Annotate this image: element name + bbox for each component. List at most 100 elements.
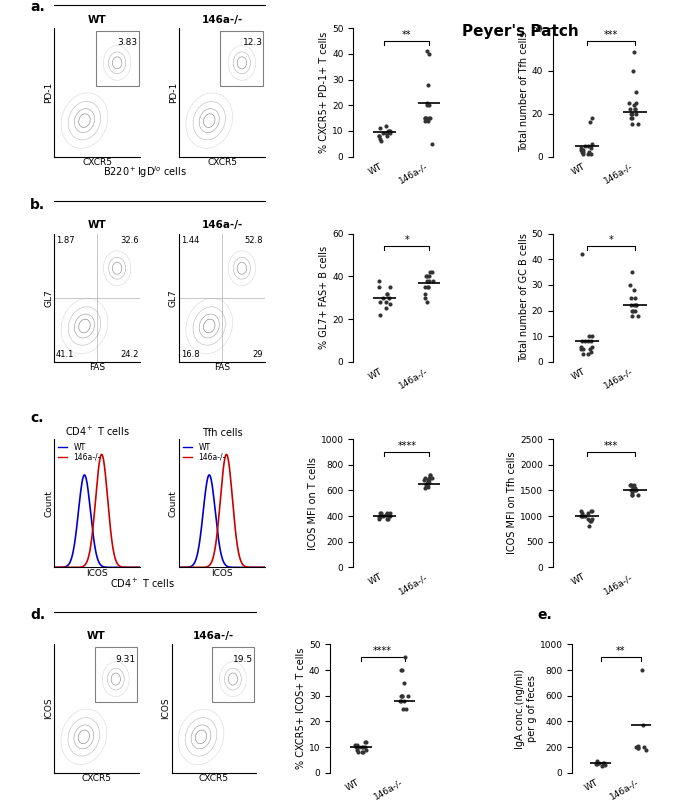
Point [582,512,593,525]
Point [423,281,434,294]
Text: d.: d. [31,609,46,622]
Point [626,112,636,125]
Point [632,741,643,754]
Point [627,107,638,120]
Y-axis label: IgA conc.(ng/ml)
per g of feces: IgA conc.(ng/ml) per g of feces [515,668,537,749]
Point [577,144,588,157]
Point [377,510,388,522]
Point [625,279,636,291]
Point [424,471,435,484]
Text: b.: b. [31,198,46,212]
X-axis label: FAS: FAS [89,363,105,373]
X-axis label: CXCR5: CXCR5 [82,158,112,167]
Point [628,479,639,492]
Point [356,745,367,758]
Point [422,275,432,287]
Text: a.: a. [31,0,45,14]
Point [576,505,587,518]
Point [384,510,394,522]
Point [373,281,384,294]
Point [424,47,435,60]
Point [423,473,434,486]
Point [628,99,639,112]
Point [600,758,611,771]
Point [628,283,639,296]
Point [427,266,438,279]
Point [428,275,439,287]
Text: ****: **** [373,646,392,656]
Point [629,45,640,58]
Point [420,471,430,484]
Point [399,650,410,663]
Point [373,130,384,142]
Point [377,291,388,304]
Point [427,138,438,151]
Point [630,481,641,494]
Point [350,738,361,751]
Point [577,335,588,348]
Point [425,469,436,481]
Point [626,299,636,312]
Point [582,348,593,361]
Point [381,287,392,300]
Legend: WT, 146a-/-: WT, 146a-/- [58,443,101,462]
Text: e.: e. [537,609,551,622]
Point [576,341,587,353]
Point [577,507,588,520]
Point [401,702,411,715]
Point [352,743,362,756]
Point [375,295,386,308]
Text: **: ** [402,30,411,39]
Point [587,341,598,353]
Point [418,473,429,486]
Y-axis label: % CXCR5+ ICOS+ T cells: % CXCR5+ ICOS+ T cells [296,648,306,770]
Title: Tfh cells: Tfh cells [202,428,243,438]
Point [630,304,641,317]
Point [577,148,588,161]
Point [375,308,386,321]
Point [422,477,432,490]
Point [575,144,586,157]
Text: 1.44: 1.44 [181,236,199,246]
Point [427,471,438,484]
Point [381,512,392,525]
Point [629,484,640,497]
Point [383,125,394,138]
Point [632,740,643,753]
Point [585,335,596,348]
Point [585,505,596,518]
Point [360,736,371,749]
Point [633,118,644,131]
Point [380,127,391,140]
Point [583,507,594,520]
Point [627,486,638,499]
Point [424,99,435,112]
Point [374,512,385,525]
Point [425,112,436,125]
Title: 146a-/-: 146a-/- [193,631,234,641]
Y-axis label: Count: Count [169,489,177,517]
Point [630,299,641,312]
Point [599,757,610,770]
Point [577,510,588,522]
Point [422,480,433,493]
Point [398,676,409,689]
Point [592,755,602,768]
Point [384,291,394,304]
Point [579,510,590,522]
Point [352,745,363,758]
Y-axis label: % GL7+ FAS+ B cells: % GL7+ FAS+ B cells [319,246,329,349]
Point [360,736,371,749]
Point [626,291,636,304]
Point [380,508,391,521]
Point [423,112,434,125]
Title: WT: WT [87,631,106,641]
Point [577,144,588,157]
Text: 24.2: 24.2 [120,350,139,359]
Point [420,270,431,283]
Point [628,304,639,317]
Point [381,507,392,520]
Point [396,689,407,702]
Point [384,125,395,138]
Point [422,97,432,109]
